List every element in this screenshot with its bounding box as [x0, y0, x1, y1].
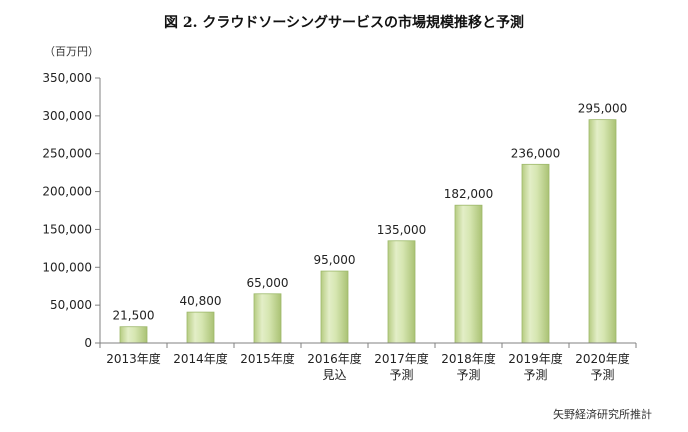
- x-tick-label: 予測: [590, 368, 614, 382]
- y-tick-label: 150,000: [42, 222, 92, 236]
- y-tick-label: 350,000: [42, 71, 92, 85]
- bar-value-label: 40,800: [180, 294, 222, 308]
- bar-value-label: 182,000: [444, 187, 494, 201]
- source-credit: 矢野経済研究所推計: [553, 408, 652, 421]
- y-axis-unit-label: （百万円）: [44, 45, 99, 58]
- bar-value-label: 236,000: [511, 146, 561, 160]
- x-tick-label: 2016年度: [307, 351, 362, 366]
- y-tick-label: 300,000: [42, 109, 92, 123]
- bar: [588, 119, 617, 344]
- x-tick-label: 予測: [389, 368, 413, 382]
- x-tick-label: 2017年度: [374, 351, 429, 366]
- y-tick-label: 200,000: [42, 185, 92, 199]
- bar-value-label: 21,500: [113, 309, 155, 323]
- x-tick-label: 予測: [523, 368, 547, 382]
- x-tick-label: 見込: [322, 368, 346, 382]
- bar: [454, 204, 483, 344]
- y-tick-label: 100,000: [42, 260, 92, 274]
- bar-value-label: 95,000: [314, 253, 356, 267]
- bar-value-label: 65,000: [247, 276, 289, 290]
- bar: [320, 270, 349, 344]
- y-tick-label: 250,000: [42, 147, 92, 161]
- bar: [119, 326, 148, 344]
- bar: [253, 293, 282, 344]
- x-tick-label: 2018年度: [441, 351, 496, 366]
- bars: 21,500 40,800 65,000 95,000 135,000 182,000 23…: [113, 102, 628, 344]
- bar-value-label: 295,000: [578, 102, 628, 116]
- y-tick-label: 50,000: [50, 298, 92, 312]
- bar: [521, 163, 550, 344]
- bar-value-label: 135,000: [377, 223, 427, 237]
- x-tick-label: 2019年度: [508, 351, 563, 366]
- y-axis: 0 50,000 100,000 150,000 200,000 250,000 300,0…: [42, 71, 101, 350]
- y-tick-label: 0: [84, 336, 92, 350]
- bar: [387, 240, 416, 344]
- x-axis: 2013年度 2014年度 2015年度 2016年度見込2017年度予測2018年度…: [99, 342, 637, 382]
- chart-title: 図 2. クラウドソーシングサービスの市場規模推移と予測: [163, 15, 525, 31]
- x-tick-label: 予測: [456, 368, 480, 382]
- x-tick-label: 2020年度: [575, 351, 630, 366]
- x-tick-label: 2014年度: [173, 351, 228, 366]
- x-tick-label: 2015年度: [240, 351, 295, 366]
- bar: [186, 311, 215, 344]
- x-tick-label: 2013年度: [106, 351, 161, 366]
